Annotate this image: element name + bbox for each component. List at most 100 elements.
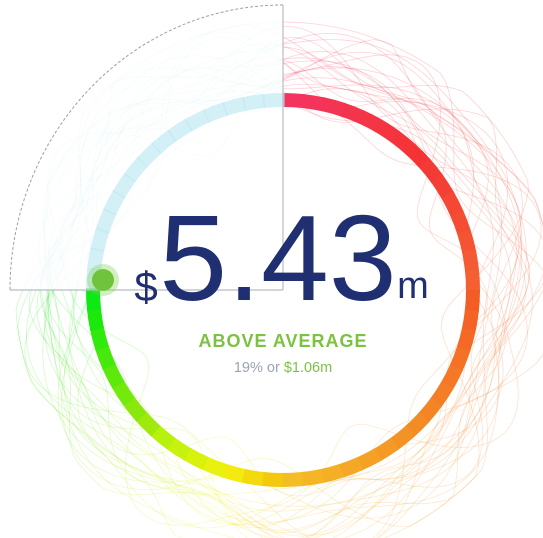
strand bbox=[442, 307, 448, 323]
strand bbox=[43, 341, 44, 368]
strand bbox=[283, 88, 304, 89]
ring-segment bbox=[323, 104, 344, 110]
strand bbox=[134, 493, 165, 495]
strand bbox=[83, 151, 92, 174]
strand bbox=[196, 130, 212, 139]
strand bbox=[84, 434, 102, 452]
strand bbox=[331, 58, 358, 64]
ring-segment bbox=[155, 430, 172, 444]
strand bbox=[89, 92, 104, 116]
strand bbox=[478, 335, 493, 354]
strand bbox=[442, 324, 445, 343]
strand bbox=[283, 519, 309, 538]
strand bbox=[501, 361, 503, 387]
ring-segment bbox=[102, 347, 110, 367]
strand bbox=[170, 91, 194, 95]
strand bbox=[49, 194, 68, 214]
ring-segment bbox=[448, 195, 458, 214]
strand bbox=[490, 413, 496, 440]
strand bbox=[436, 240, 454, 254]
strand bbox=[134, 455, 151, 471]
strand bbox=[333, 42, 363, 54]
strand bbox=[111, 85, 134, 99]
strand bbox=[500, 365, 513, 387]
strand bbox=[64, 417, 84, 435]
strand bbox=[483, 290, 498, 313]
kpi-widget: $ 5.43 m ABOVE AVERAGE 19% or $1.06m bbox=[0, 0, 543, 538]
strand bbox=[126, 58, 150, 73]
ring-segment bbox=[424, 163, 437, 180]
strand bbox=[16, 290, 23, 318]
strand bbox=[139, 128, 165, 130]
strand bbox=[131, 499, 150, 520]
strand bbox=[77, 334, 88, 354]
strand bbox=[255, 22, 283, 24]
strand bbox=[412, 390, 420, 406]
strand bbox=[159, 505, 174, 535]
detail-percent: 19% bbox=[234, 360, 263, 376]
ring-segment bbox=[156, 135, 173, 148]
strand bbox=[113, 154, 132, 166]
strand bbox=[484, 269, 496, 290]
strand bbox=[518, 265, 522, 290]
strand bbox=[529, 346, 543, 370]
ring-segment bbox=[170, 443, 188, 455]
strand bbox=[283, 41, 309, 45]
strand bbox=[265, 459, 283, 464]
strand bbox=[336, 40, 363, 43]
ring-segment bbox=[464, 231, 469, 252]
strand bbox=[524, 316, 531, 341]
ring-segment bbox=[437, 178, 449, 196]
strand bbox=[328, 78, 351, 81]
ring-segment bbox=[171, 125, 189, 137]
strand bbox=[180, 469, 199, 479]
strand bbox=[26, 317, 28, 345]
strand bbox=[531, 235, 541, 264]
strand bbox=[49, 394, 60, 418]
ring-segment bbox=[94, 308, 97, 329]
ring-segment bbox=[447, 367, 457, 386]
ring-segment bbox=[393, 431, 410, 444]
strand bbox=[420, 376, 432, 390]
strand bbox=[406, 76, 422, 98]
strand bbox=[51, 215, 57, 242]
strand bbox=[37, 316, 45, 341]
strand bbox=[495, 136, 496, 167]
ring-segment bbox=[469, 250, 472, 271]
strand bbox=[417, 188, 423, 212]
ring-segment bbox=[456, 349, 464, 369]
strand bbox=[363, 43, 389, 52]
strand bbox=[387, 492, 400, 523]
strand bbox=[419, 103, 446, 110]
strand bbox=[392, 45, 407, 75]
strand bbox=[308, 52, 334, 53]
strand bbox=[220, 131, 231, 149]
strand bbox=[429, 225, 436, 240]
ring-segment bbox=[301, 476, 322, 479]
ring-segment bbox=[472, 270, 473, 292]
strand bbox=[400, 86, 431, 88]
ring-segment bbox=[129, 162, 143, 179]
strand bbox=[309, 521, 332, 536]
strand bbox=[57, 222, 74, 242]
strand bbox=[461, 398, 470, 420]
ring-segment bbox=[128, 400, 141, 417]
strand bbox=[409, 488, 426, 509]
ring-segment bbox=[261, 479, 283, 480]
strand bbox=[355, 128, 369, 141]
strand bbox=[515, 265, 520, 290]
strand bbox=[110, 483, 139, 490]
strand bbox=[503, 190, 508, 219]
ring-segment bbox=[118, 177, 130, 195]
strand bbox=[527, 290, 543, 316]
strand bbox=[380, 73, 404, 81]
strand bbox=[124, 342, 142, 353]
ring-segment bbox=[281, 479, 303, 480]
strand bbox=[181, 150, 205, 156]
strand bbox=[240, 491, 262, 493]
strand bbox=[77, 440, 91, 463]
strand bbox=[84, 469, 104, 489]
strand bbox=[458, 442, 492, 448]
strand bbox=[456, 464, 476, 482]
strand bbox=[227, 25, 255, 28]
